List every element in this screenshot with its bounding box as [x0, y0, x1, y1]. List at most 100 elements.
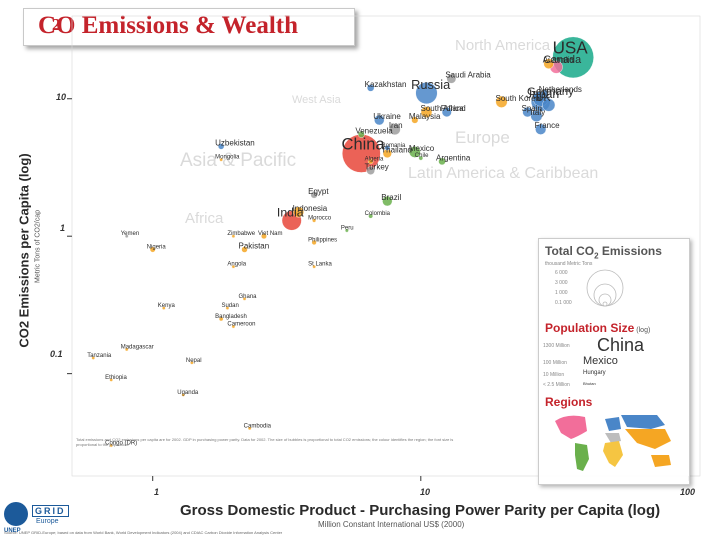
y-tick-1: 1: [60, 223, 66, 233]
y-tick-10: 10: [56, 92, 67, 102]
bubble-nepal: [190, 360, 194, 365]
label-uzbekistan: Uzbekistan: [215, 138, 255, 147]
label-zimbabwe: Zimbabwe: [227, 231, 255, 237]
legend-pop-title: Population Size (log): [545, 321, 651, 335]
label-argentina: Argentina: [436, 153, 471, 162]
legend-pop-country: Mexico: [583, 355, 618, 367]
bubble-kenya: [162, 306, 166, 310]
bubble-cambodia: [247, 426, 252, 431]
bubble-tanzania: [91, 356, 96, 360]
bubble-south-korea: [495, 95, 508, 108]
region-watermark: North America: [455, 37, 551, 54]
footer-europe: Europe: [36, 518, 59, 525]
label-tanzania: Tanzania: [87, 353, 112, 359]
x-axis-title: Gross Domestic Product - Purchasing Powe…: [180, 502, 661, 519]
label-malaysia: Malaysia: [409, 112, 441, 121]
label-bangladesh: Bangladesh: [215, 314, 247, 320]
label-france: France: [535, 121, 560, 130]
bubble-angola: [231, 264, 236, 269]
bubble-romania: [384, 144, 391, 151]
label-uk: UK: [536, 92, 552, 104]
legend-size-circles: [586, 269, 624, 307]
bubble-spain: [522, 106, 533, 118]
label-madagascar: Madagascar: [121, 344, 154, 350]
bubble-venezuela: [357, 131, 365, 138]
bubble-congo-dr-: [109, 443, 113, 448]
bubble-philippines: [311, 239, 317, 246]
bubble-chile: [418, 155, 424, 161]
unep-logo: [4, 502, 28, 526]
label-romania: Romania: [381, 143, 406, 149]
bubble-viet-nam: [261, 233, 267, 240]
bubble-mongolia: [219, 157, 223, 162]
bubble-st-lanka: [312, 264, 316, 269]
legend-pop-value: 100 Million: [543, 360, 567, 366]
x-tick-100: 100: [680, 487, 696, 497]
bubble-poland: [441, 107, 452, 118]
label-indonesia: Indonesia: [293, 204, 328, 213]
legend-pop-value: 10 Million: [543, 372, 565, 378]
y-tick-0-1: 0.1: [50, 349, 63, 359]
plot-frame: [71, 15, 701, 477]
label-india: India: [277, 206, 304, 220]
bubble-yemen: [124, 234, 129, 238]
label-mongolia: Mongolia: [215, 155, 240, 161]
label-ghana: Ghana: [239, 294, 258, 300]
bubble-sudan: [225, 306, 230, 310]
x-tick-1: 1: [154, 487, 160, 497]
bubble-argentina: [438, 157, 446, 166]
legend-total-item: 6 000: [555, 270, 568, 276]
bubble-kazakhstan: [366, 84, 375, 92]
label-angola: Angola: [227, 262, 246, 268]
bubble-netherlands: [541, 89, 549, 97]
bubble-madagascar: [124, 347, 129, 352]
legend-total-title: Total CO2 Emissions: [545, 244, 662, 261]
label-australia: Australia: [543, 56, 575, 65]
footer-grid: GRID: [32, 505, 69, 517]
label-chile: Chile: [415, 153, 429, 159]
label-cambodia: Cambodia: [244, 423, 272, 429]
label-nepal: Nepal: [186, 358, 202, 364]
label-poland: Poland: [441, 104, 466, 113]
label-morocco: Morocco: [308, 216, 332, 222]
label-venezuela: Venezuela: [355, 126, 393, 135]
bubble-mexico: [409, 146, 421, 158]
label-yemen: Yemen: [121, 231, 139, 237]
bubble-zimbabwe: [231, 234, 236, 238]
label-ukraine: Ukraine: [373, 112, 401, 121]
label-congo-dr-: Congo (DR): [105, 441, 137, 447]
legend-regions-title: Regions: [545, 395, 593, 409]
label-viet-nam: Viet Nam: [258, 231, 283, 237]
label-cameroon: Cameroon: [227, 322, 255, 328]
label-germany: Germany: [527, 86, 574, 98]
label-pakistan: Pakistan: [239, 242, 270, 251]
bubble-iran: [389, 123, 401, 136]
bubble-ukraine: [374, 114, 385, 126]
bubble-south-africa: [420, 106, 433, 118]
label-china: China: [342, 135, 386, 153]
x-axis-units: Million Constant International US$ (2000…: [318, 520, 465, 529]
label-brazil: Brazil: [381, 193, 401, 202]
bubble-malaysia: [411, 116, 419, 124]
footer-source: Source: UNEP GRID-Europe; based on data …: [4, 530, 283, 535]
bubble-morocco: [312, 218, 317, 223]
legend-pop-value: < 2.5 Million: [543, 382, 570, 388]
bubble-nigeria: [149, 246, 156, 253]
legend-total-item: 0.1 000: [555, 300, 572, 306]
legend-box: Total CO2 Emissions thousand Metric Tons…: [538, 238, 690, 485]
label-thailand: Thailand: [381, 145, 412, 154]
chart-note: Total emissions and CO2 emissions per ca…: [76, 437, 454, 447]
x-tick-10: 10: [420, 487, 431, 497]
legend-world-map: [555, 415, 671, 471]
bubble-peru: [344, 228, 349, 233]
region-watermark: West Asia: [292, 94, 342, 106]
label-ethiopia: Ethiopia: [105, 375, 127, 381]
label-uganda: Uganda: [177, 390, 199, 396]
chart-title: CO 2 Emissions & Wealth: [38, 12, 298, 39]
bubble-cameroon: [231, 324, 236, 329]
label-canada: Canada: [543, 54, 581, 66]
legend-pop-country: Hungary: [583, 370, 606, 376]
label-st-lanka: St Lanka: [308, 262, 332, 268]
bubble-brazil: [382, 196, 393, 207]
